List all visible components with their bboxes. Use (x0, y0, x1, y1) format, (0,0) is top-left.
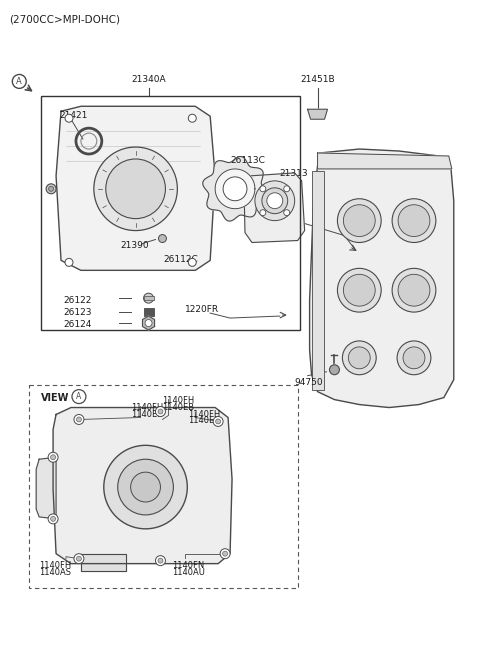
Text: 1140FH: 1140FH (131, 403, 163, 411)
Circle shape (397, 341, 431, 375)
Text: 1140FH: 1140FH (162, 396, 195, 405)
Circle shape (403, 347, 425, 369)
Circle shape (262, 188, 288, 214)
Circle shape (220, 549, 230, 559)
Circle shape (144, 293, 154, 303)
Polygon shape (81, 553, 126, 571)
Circle shape (48, 514, 58, 524)
Text: 94750: 94750 (295, 378, 324, 386)
Circle shape (348, 347, 370, 369)
Text: A: A (76, 392, 82, 401)
Circle shape (392, 198, 436, 242)
Circle shape (156, 407, 166, 417)
Polygon shape (203, 157, 267, 221)
Polygon shape (215, 169, 255, 209)
Circle shape (343, 274, 375, 306)
Text: 21390: 21390 (120, 240, 149, 250)
Circle shape (48, 452, 58, 462)
Polygon shape (36, 457, 56, 519)
Text: 21421: 21421 (59, 111, 87, 121)
Text: 26122: 26122 (63, 296, 91, 305)
Circle shape (104, 445, 187, 529)
Text: 1140EB: 1140EB (131, 409, 163, 419)
Text: VIEW: VIEW (41, 392, 70, 403)
Circle shape (342, 341, 376, 375)
Text: 26123: 26123 (63, 308, 92, 317)
Circle shape (156, 555, 166, 566)
Polygon shape (244, 173, 305, 242)
Polygon shape (318, 153, 452, 169)
Circle shape (255, 181, 295, 221)
Circle shape (158, 558, 163, 563)
Circle shape (216, 419, 221, 424)
Polygon shape (143, 316, 155, 330)
Circle shape (188, 259, 196, 267)
Bar (144, 308, 154, 316)
Text: 1140AS: 1140AS (39, 568, 71, 576)
Circle shape (158, 409, 163, 414)
Polygon shape (53, 407, 232, 563)
Text: 1140FH: 1140FH (39, 561, 72, 570)
Circle shape (48, 186, 54, 191)
Circle shape (76, 556, 82, 561)
Text: 26113C: 26113C (230, 156, 265, 165)
Text: (2700CC>MPI-DOHC): (2700CC>MPI-DOHC) (9, 15, 120, 25)
Circle shape (260, 186, 266, 192)
Circle shape (145, 320, 152, 326)
Circle shape (65, 259, 73, 267)
Circle shape (284, 210, 290, 215)
Circle shape (337, 269, 381, 312)
Polygon shape (310, 149, 454, 407)
Bar (41, 96, 300, 330)
Circle shape (260, 210, 266, 215)
Text: 1140FN: 1140FN (172, 561, 204, 570)
Polygon shape (308, 109, 327, 119)
Circle shape (343, 205, 375, 236)
Text: 1220FR: 1220FR (185, 305, 219, 314)
Text: 26124: 26124 (63, 320, 91, 329)
Circle shape (46, 184, 56, 194)
Circle shape (188, 114, 196, 122)
Circle shape (106, 159, 166, 219)
Circle shape (267, 193, 283, 209)
Text: 26112C: 26112C (164, 255, 198, 265)
Circle shape (158, 234, 167, 242)
Circle shape (223, 177, 247, 200)
Circle shape (337, 198, 381, 242)
Text: A: A (16, 77, 22, 86)
Circle shape (213, 417, 223, 426)
Bar (144, 296, 154, 300)
Bar (29, 384, 298, 588)
Text: 1140AU: 1140AU (172, 568, 205, 576)
Circle shape (223, 552, 228, 556)
Text: 21451B: 21451B (300, 75, 335, 84)
Circle shape (329, 365, 339, 375)
Polygon shape (56, 106, 215, 271)
Circle shape (284, 186, 290, 192)
Text: 21313: 21313 (280, 169, 308, 178)
Circle shape (118, 459, 173, 515)
Circle shape (131, 472, 160, 502)
Bar (312, 171, 324, 390)
Text: 1140EB: 1140EB (162, 403, 194, 411)
Circle shape (398, 274, 430, 306)
Circle shape (50, 455, 56, 460)
Text: 21340A: 21340A (131, 75, 166, 84)
Circle shape (94, 147, 178, 231)
Circle shape (74, 553, 84, 563)
Circle shape (65, 114, 73, 122)
Text: 1140EB: 1140EB (188, 417, 220, 426)
Circle shape (392, 269, 436, 312)
Circle shape (74, 415, 84, 424)
Text: 1140FH: 1140FH (188, 409, 220, 419)
Circle shape (76, 417, 82, 422)
Circle shape (398, 205, 430, 236)
Circle shape (50, 516, 56, 521)
